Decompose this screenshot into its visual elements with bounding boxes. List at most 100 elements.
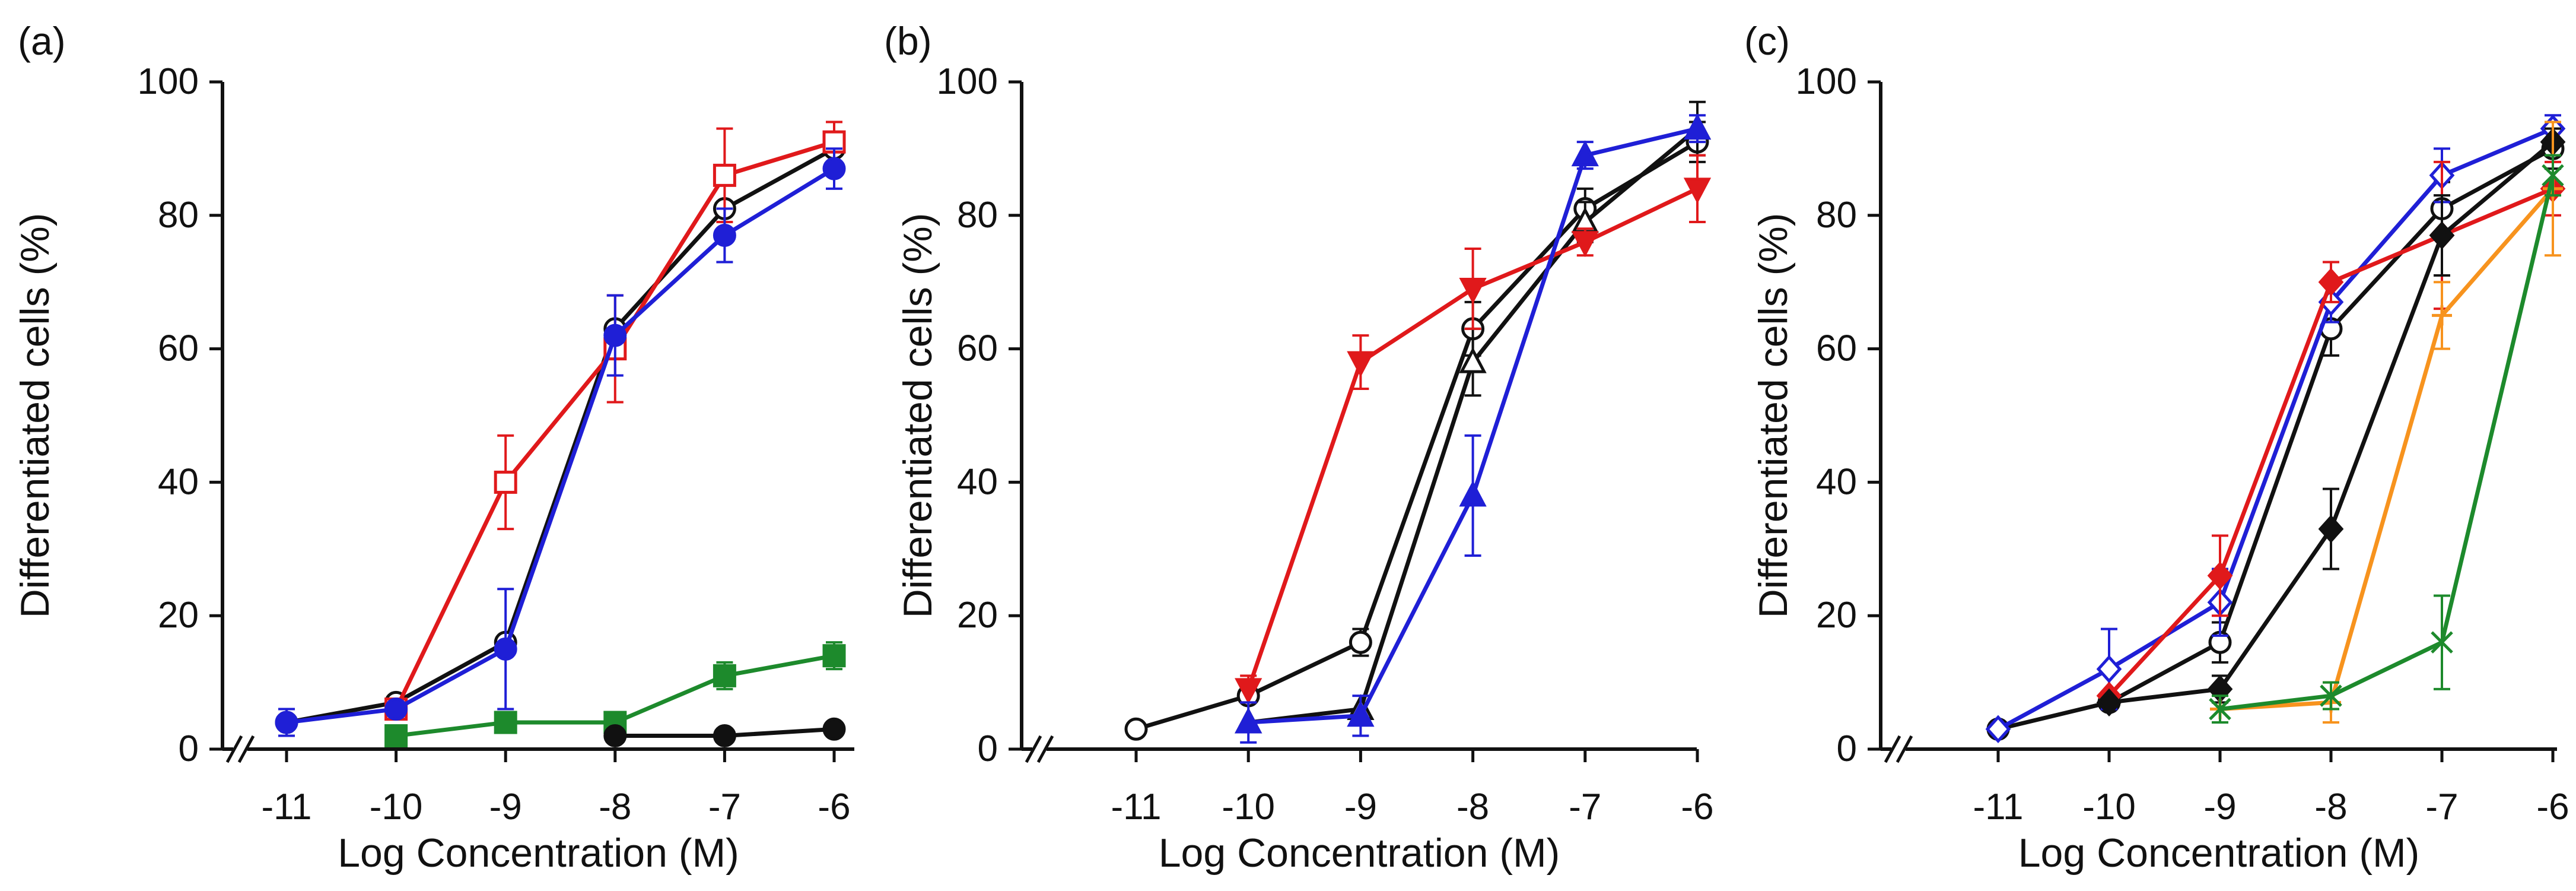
data-point <box>275 711 298 734</box>
y-axis-title: Differentiated cells (%) <box>12 213 58 619</box>
data-point <box>713 664 736 687</box>
axis-break-mark <box>225 735 243 763</box>
data-point <box>1571 140 1599 167</box>
series-line <box>1997 126 2554 731</box>
y-axis-title: Differentiated cells (%) <box>895 213 940 619</box>
y-tick-label: 60 <box>158 328 199 369</box>
y-axis-title: Differentiated cells (%) <box>1751 213 1796 619</box>
y-tick-label: 100 <box>138 61 199 102</box>
data-point <box>2320 684 2342 707</box>
y-tick-label: 0 <box>978 728 998 769</box>
data-point-stroke <box>2209 697 2231 721</box>
axis-break-mark <box>1884 735 1901 763</box>
data-point <box>2542 164 2564 187</box>
axis-break-mark <box>1896 735 1913 763</box>
data-point <box>1349 630 1372 654</box>
x-tick-label: -8 <box>1456 787 1489 827</box>
series-3 <box>1235 154 1712 705</box>
data-point <box>494 711 517 734</box>
x-tick-label: -10 <box>1222 787 1275 827</box>
series-5 <box>603 717 846 748</box>
y-tick-label: 100 <box>937 61 998 102</box>
x-axis-title: Log Concentration (M) <box>338 830 739 876</box>
series-line <box>286 167 835 725</box>
data-point <box>822 157 846 180</box>
x-tick-label: -8 <box>2314 787 2347 827</box>
data-point <box>713 224 736 248</box>
series-line <box>1998 147 2554 731</box>
x-tick-label: -6 <box>818 787 850 827</box>
series-2 <box>384 121 846 721</box>
data-point <box>1235 707 1262 734</box>
series-line <box>2219 175 2555 712</box>
x-tick-label: -10 <box>2082 787 2136 827</box>
data-point <box>1571 231 1599 258</box>
axis-break-mark <box>1036 735 1054 763</box>
data-point <box>713 724 736 748</box>
panel-label: (a) <box>18 19 66 63</box>
data-point <box>713 163 736 187</box>
series-6 <box>2209 154 2564 724</box>
data-point <box>603 724 627 748</box>
series-2 <box>1235 100 1712 734</box>
x-tick-label: -7 <box>2425 787 2458 827</box>
data-point <box>1459 347 1487 373</box>
y-tick-label: 80 <box>957 195 998 236</box>
data-point <box>2318 268 2344 296</box>
y-tick-label: 40 <box>158 461 199 502</box>
y-tick-label: 40 <box>957 461 998 502</box>
data-point <box>2429 221 2455 250</box>
x-tick-label: -11 <box>261 787 311 827</box>
data-point <box>1459 480 1487 507</box>
series-line <box>1248 126 1699 725</box>
series-line <box>2108 140 2555 705</box>
x-tick-label: -6 <box>1681 787 1713 827</box>
y-tick-label: 60 <box>957 328 998 369</box>
y-tick-label: 80 <box>158 195 199 236</box>
x-tick-label: -7 <box>1569 787 1601 827</box>
series-line <box>394 139 835 711</box>
data-point <box>1683 113 1712 140</box>
data-point <box>2096 688 2122 717</box>
data-point <box>1347 700 1375 727</box>
x-tick-label: -10 <box>370 787 423 827</box>
data-point <box>1683 177 1712 204</box>
panel-label: (c) <box>1744 19 1790 63</box>
data-point <box>603 324 627 347</box>
data-point <box>384 697 408 721</box>
data-point <box>494 637 517 661</box>
series-line <box>2219 187 2555 712</box>
data-point <box>2207 562 2233 590</box>
y-tick-label: 80 <box>1816 195 1857 236</box>
data-point <box>822 717 846 741</box>
data-point <box>1347 351 1375 378</box>
y-tick-label: 60 <box>1816 328 1857 369</box>
data-point-stroke <box>2542 164 2564 187</box>
y-tick-label: 20 <box>1816 595 1857 636</box>
y-tick-label: 20 <box>957 595 998 636</box>
chart-panel-1: (a) 0 20 40 60 80 100 -11 -10 -9 -8 -7 -6 Log Concent… <box>12 19 854 876</box>
y-tick-label: 40 <box>1816 461 1857 502</box>
x-axis-title: Log Concentration (M) <box>1159 830 1560 876</box>
data-point <box>1124 717 1148 741</box>
series-1 <box>275 137 846 734</box>
data-point <box>2318 515 2344 543</box>
data-point <box>2209 697 2231 721</box>
x-tick-label: -9 <box>2203 787 2236 827</box>
y-tick-label: 100 <box>1796 61 1857 102</box>
data-point-stroke <box>2320 684 2342 707</box>
data-point <box>822 644 846 668</box>
chart-panel-3: (c) 0 20 40 60 80 100 -11 -10 -9 -8 -7 -6 Log Concent… <box>1744 19 2569 876</box>
data-point <box>1235 678 1262 705</box>
chart-panel-2: (b) 0 20 40 60 80 100 -11 -10 -9 -8 -7 -6 Log Concent… <box>884 19 1714 876</box>
axis-break-mark <box>237 735 255 763</box>
y-tick-label: 0 <box>179 728 199 769</box>
x-tick-label: -11 <box>1973 787 2023 827</box>
data-point <box>384 724 408 748</box>
x-tick-label: -11 <box>1111 787 1161 827</box>
data-point <box>2096 655 2122 683</box>
panel-label: (b) <box>884 19 932 63</box>
data-point <box>1985 715 2011 744</box>
series-4 <box>1235 113 1712 744</box>
series-line <box>286 147 835 725</box>
